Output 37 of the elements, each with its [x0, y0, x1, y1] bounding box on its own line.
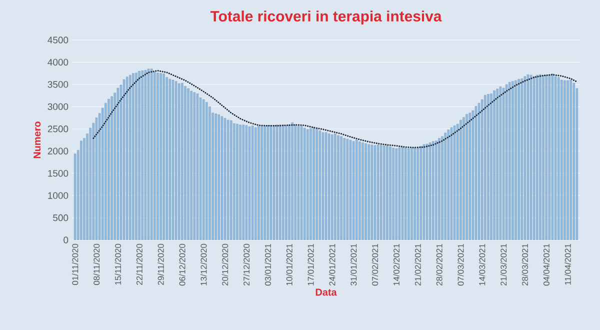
x-tick-label: 07/02/2021 [372, 244, 378, 286]
y-tick-label: 500 [53, 214, 68, 222]
x-tick-label: 10/01/2021 [286, 244, 292, 286]
x-tick-label: 07/03/2021 [458, 244, 464, 286]
x-tick-label: 22/11/2020 [136, 244, 142, 285]
y-tick-label: 2500 [48, 126, 68, 132]
x-tick-label: 04/04/2021 [543, 244, 550, 286]
chart-title: Totale ricoveri in terapia intesiva [210, 10, 442, 24]
x-tick-label: 29/11/2020 [158, 244, 164, 285]
y-tick-label: 1000 [48, 192, 68, 199]
y-tick-label: 0 [64, 236, 68, 244]
x-tick-label: 01/11/2020 [72, 244, 78, 285]
x-tick-label: 20/12/2020 [222, 244, 228, 286]
x-tick-label: 14/03/2021 [478, 244, 486, 286]
x-axis-title: Data [316, 288, 337, 296]
y-tick-label: 2000 [48, 148, 68, 154]
y-tick-label: 4000 [48, 58, 68, 66]
x-tick-label: 11/04/2021 [564, 244, 571, 285]
y-tick-label: 3000 [48, 103, 68, 110]
x-tick-label: 08/11/2020 [93, 244, 100, 285]
x-tick-label: 28/02/2021 [436, 244, 442, 286]
x-tick-label: 06/12/2020 [179, 244, 186, 286]
x-tick-label: 13/12/2020 [200, 244, 207, 286]
x-tick-label: 17/01/2021 [308, 244, 314, 286]
x-tick-label: 24/01/2021 [329, 244, 336, 286]
x-tick-label: 03/01/2021 [264, 244, 271, 286]
y-tick-label: 4500 [48, 36, 68, 44]
x-tick-label: 28/03/2021 [522, 244, 528, 286]
y-tick-label: 1500 [48, 170, 68, 177]
x-tick-label: 21/03/2021 [500, 244, 507, 286]
x-tick-label: 27/12/2020 [243, 244, 250, 286]
x-tick-label: 31/01/2021 [350, 244, 357, 286]
x-tick-label: 15/11/2020 [114, 244, 122, 285]
x-tick-label: 21/02/2021 [414, 244, 421, 286]
y-axis-title: Numero [34, 122, 41, 158]
x-tick-label: 14/02/2021 [393, 244, 400, 286]
y-tick-label: 3500 [48, 81, 68, 88]
